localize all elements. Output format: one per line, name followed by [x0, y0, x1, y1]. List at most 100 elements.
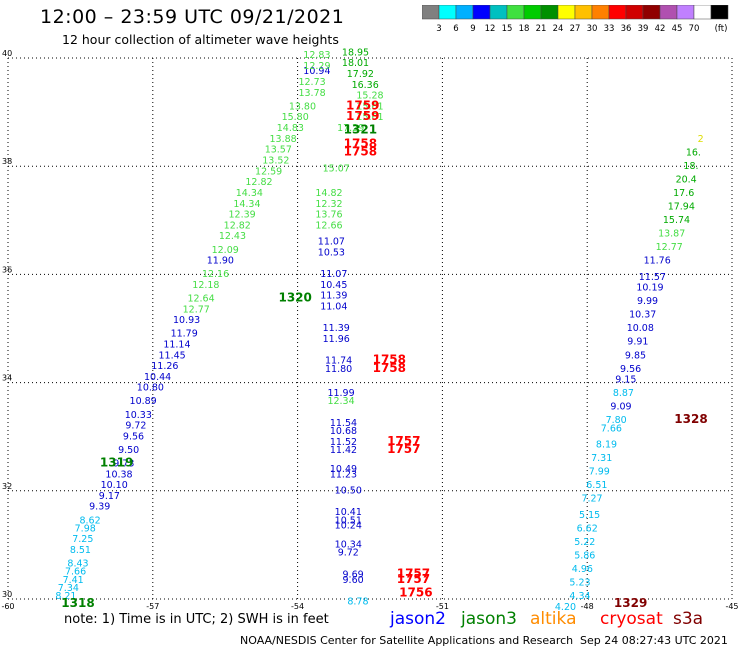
- wave-height-point: 11.45: [159, 350, 186, 361]
- wave-height-point: 12.64: [187, 293, 214, 304]
- wave-height-point: 9.56: [620, 364, 641, 375]
- pass-time-label: 1320: [278, 290, 311, 304]
- y-tick-label: 40: [2, 49, 12, 58]
- wave-height-point: 11.74: [325, 356, 352, 367]
- wave-height-point: 16.36: [352, 80, 379, 91]
- legend-jason3: jason3: [461, 609, 517, 629]
- wave-height-point: 9.85: [625, 350, 646, 361]
- credit-text: NOAA/NESDIS Center for Satellite Applica…: [240, 634, 574, 647]
- wave-height-point: 11.80: [325, 364, 352, 375]
- wave-height-point: 7.41: [63, 575, 84, 586]
- wave-height-point: 14.34: [236, 188, 263, 199]
- wave-height-point: 10.19: [636, 283, 663, 294]
- wave-height-point: 10.38: [105, 469, 132, 480]
- page-title: 12:00 – 23:59 UTC 09/21/2021: [40, 6, 345, 28]
- x-tick-label: -51: [436, 602, 449, 611]
- wave-height-point: 10.44: [144, 372, 171, 383]
- wave-height-point: 9.72: [125, 421, 146, 432]
- generated-timestamp: Sep 24 08:27:43 UTC 2021: [580, 634, 728, 647]
- wave-height-point: 13.52: [262, 155, 289, 166]
- y-tick-label: 32: [2, 482, 12, 491]
- wave-height-point: 12.66: [315, 220, 342, 231]
- wave-height-point: 12.16: [202, 269, 229, 280]
- wave-height-point: 10.08: [627, 323, 654, 334]
- x-tick-label: -48: [581, 602, 594, 611]
- wave-height-point: 4.20: [555, 602, 576, 613]
- y-tick-label: 36: [2, 265, 12, 274]
- wave-height-point: 9.56: [123, 431, 144, 442]
- wave-height-point: 5.15: [579, 510, 600, 521]
- wave-height-point: 12.43: [219, 231, 246, 242]
- wave-height-point: 9.39: [89, 502, 110, 513]
- wave-height-point: 4.34: [569, 591, 590, 602]
- color-scale-label: 30: [587, 24, 598, 34]
- color-swatch: [710, 5, 729, 20]
- color-scale-label: 45: [672, 24, 683, 34]
- wave-height-point: 10.33: [125, 410, 152, 421]
- units-note: note: 1) Time is in UTC; 2) SWH is in fe…: [64, 612, 329, 627]
- wave-height-point: 7.80: [606, 415, 627, 426]
- pass-time-label: 1758: [373, 353, 406, 367]
- wave-height-point: 10.45: [320, 280, 347, 291]
- wave-height-point: 11.04: [320, 302, 347, 313]
- wave-height-point: 6.62: [577, 523, 598, 534]
- wave-height-point: 11.96: [323, 334, 350, 345]
- wave-height-point: 9.72: [338, 548, 359, 559]
- pass-time-label: 1757: [387, 434, 420, 448]
- pass-time-label: 1758: [373, 361, 406, 375]
- wave-height-point: 7.27: [581, 494, 602, 505]
- wave-height-point: 12.59: [255, 166, 282, 177]
- wave-height-point: 11.54: [330, 418, 357, 429]
- wave-height-point: 15.80: [282, 112, 309, 123]
- wave-height-point: 12.29: [303, 61, 330, 72]
- wave-height-point: 7.31: [591, 453, 612, 464]
- wave-height-point: 10.89: [130, 396, 157, 407]
- wave-height-point: 11.52: [330, 437, 357, 448]
- legend-jason2: jason2: [390, 609, 446, 629]
- wave-height-point: 7.25: [72, 534, 93, 545]
- wave-height-point: 12.82: [245, 177, 272, 188]
- wave-height-point: 18.01: [342, 58, 369, 69]
- wave-height-point: 17.94: [668, 201, 695, 212]
- wave-height-point: 12.77: [656, 242, 683, 253]
- x-tick-label: -45: [725, 602, 738, 611]
- pass-time-label: 1318: [61, 596, 94, 610]
- wave-height-point: 13.88: [270, 134, 297, 145]
- pass-time-label: 1756: [399, 585, 432, 599]
- wave-height-point: 4.96: [572, 564, 593, 575]
- color-scale-bar: 3 6 9 12 15 18 21 24 27 30 33 36 39 42 45 70 (ft): [422, 5, 729, 34]
- pass-time-label: 1321: [344, 123, 377, 137]
- y-tick-label: 34: [2, 374, 12, 383]
- pass-time-label: 1758: [344, 144, 377, 158]
- wave-height-point: 15.28: [356, 91, 383, 102]
- x-tick-label: -54: [291, 602, 304, 611]
- color-scale-label: 15: [502, 24, 513, 34]
- pass-time-label: 1759: [346, 98, 379, 112]
- wave-height-point: 8.43: [67, 559, 88, 570]
- color-scale-label: 9: [470, 24, 475, 34]
- color-scale-label: 27: [570, 24, 581, 34]
- x-tick-label: -60: [1, 602, 14, 611]
- legend-altika: altika: [530, 609, 577, 629]
- wave-height-point: 17.6: [673, 188, 694, 199]
- wave-height-point: 10.41: [335, 507, 362, 518]
- wave-height-point: 9.09: [610, 402, 631, 413]
- y-tick-label: 38: [2, 157, 12, 166]
- wave-height-point: 13.76: [315, 210, 342, 221]
- wave-height-point: 13.78: [298, 88, 325, 99]
- wave-height-point: 12.34: [327, 396, 354, 407]
- wave-height-point: 9.91: [627, 337, 648, 348]
- wave-height-point: 11.14: [163, 339, 190, 350]
- pass-time-label: 1328: [674, 412, 707, 426]
- wave-height-point: 18.95: [342, 47, 369, 58]
- wave-height-point: 18.: [683, 161, 698, 172]
- wave-height-point: 20.4: [676, 174, 697, 185]
- color-scale-unit: (ft): [715, 24, 728, 34]
- wave-height-point: 12.73: [298, 77, 325, 88]
- wave-height-point: 11.23: [330, 469, 357, 480]
- wave-height-point: 7.34: [58, 583, 79, 594]
- color-scale-label: 70: [689, 24, 700, 34]
- wave-height-point: 11.07: [318, 237, 345, 248]
- wave-height-point: 15.61: [356, 112, 383, 123]
- wave-height-point: 11.90: [207, 256, 234, 267]
